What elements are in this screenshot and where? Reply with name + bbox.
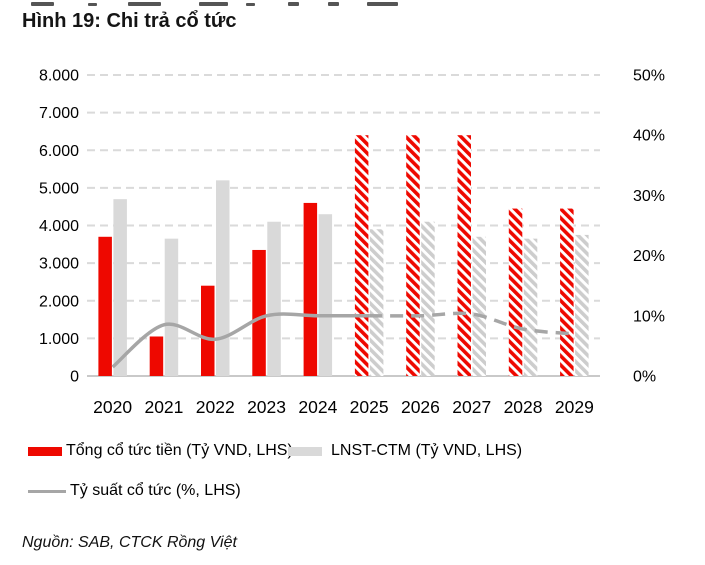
crop-artifact <box>367 2 398 6</box>
x-axis-year-label: 2024 <box>298 397 337 417</box>
left-axis-tick: 4.000 <box>39 218 79 235</box>
x-axis-year-label: 2022 <box>196 397 235 417</box>
bar-cash-dividend-2027 <box>457 135 471 376</box>
right-axis-tick: 10% <box>633 308 665 325</box>
source-note: Nguồn: SAB, CTCK Rồng Việt <box>22 534 237 551</box>
bar-cash-dividend-2022 <box>201 285 215 376</box>
bar-cash-dividend-2026 <box>406 135 420 376</box>
x-axis-year-label: 2026 <box>401 397 440 417</box>
x-axis-year-label: 2029 <box>555 397 594 417</box>
crop-artifact <box>128 2 161 6</box>
right-axis-tick: 50% <box>633 68 665 85</box>
bar-lnst-ctm-2021 <box>164 238 179 376</box>
bar-lnst-ctm-2027 <box>472 236 486 376</box>
bar-lnst-ctm-2023 <box>267 221 281 376</box>
bars <box>98 135 589 376</box>
left-axis-tick: 8.000 <box>39 68 79 85</box>
bar-lnst-ctm-2024 <box>318 214 333 376</box>
left-axis-tick: 0 <box>70 369 79 386</box>
x-axis-year-label: 2021 <box>144 397 183 417</box>
right-axis-tick: 40% <box>633 128 665 145</box>
x-axis-year-label: 2028 <box>504 397 543 417</box>
bar-lnst-ctm-2026 <box>421 221 435 376</box>
x-axis-year-label: 2020 <box>93 397 132 417</box>
right-axis-tick: 30% <box>633 188 665 205</box>
legend-swatch-dividend-yield-line <box>28 490 66 493</box>
bar-cash-dividend-2024 <box>303 202 318 376</box>
crop-artifact <box>288 2 299 6</box>
crop-artifact <box>88 3 97 6</box>
bar-lnst-ctm-2022 <box>216 180 230 376</box>
bar-cash-dividend-2023 <box>252 249 266 376</box>
x-axis-year-label: 2023 <box>247 397 286 417</box>
bar-lnst-ctm-2028 <box>523 238 538 376</box>
bar-lnst-ctm-2020 <box>113 199 127 376</box>
bar-lnst-ctm-2029 <box>575 234 589 376</box>
left-axis-tick: 2.000 <box>39 293 79 310</box>
x-axis-year-label: 2025 <box>350 397 389 417</box>
legend-label-dividend-yield: Tỷ suất cổ tức (%, LHS) <box>70 482 241 499</box>
right-axis-tick: 0% <box>633 369 656 386</box>
right-axis-tick: 20% <box>633 248 665 265</box>
crop-artifact <box>31 2 54 6</box>
bar-cash-dividend-2029 <box>560 208 574 376</box>
crop-artifact <box>246 3 255 6</box>
yield-line-dashed <box>369 311 575 336</box>
x-axis-year-label: 2027 <box>452 397 491 417</box>
gridlines <box>87 74 600 340</box>
legend-label-cash-dividend: Tổng cổ tức tiền (Tỷ VND, LHS) <box>66 442 293 459</box>
left-axis-tick: 5.000 <box>39 180 79 197</box>
crop-artifact <box>199 2 228 6</box>
axis-labels: 0 1.000 2.000 3.000 4.000 5.000 6.000 7.000 8.00… <box>39 68 665 418</box>
yield-line-solid <box>111 312 370 369</box>
figure-title: Hình 19: Chi trả cổ tức <box>22 10 237 32</box>
bar-cash-dividend-2025 <box>354 135 369 376</box>
left-axis-tick: 1.000 <box>39 331 79 348</box>
left-axis-tick: 6.000 <box>39 143 79 160</box>
left-axis-tick: 7.000 <box>39 105 79 122</box>
bar-cash-dividend-2028 <box>508 208 523 376</box>
bar-cash-dividend-2020 <box>98 236 112 376</box>
left-axis-tick: 3.000 <box>39 256 79 273</box>
legend-swatch-cash-dividend <box>28 447 62 456</box>
legend-swatch-lnst-ctm <box>288 447 322 456</box>
legend-label-lnst-ctm: LNST-CTM (Tỷ VND, LHS) <box>331 442 523 459</box>
bar-lnst-ctm-2025 <box>369 229 384 376</box>
bar-cash-dividend-2021 <box>149 336 164 376</box>
crop-artifact <box>328 2 339 6</box>
